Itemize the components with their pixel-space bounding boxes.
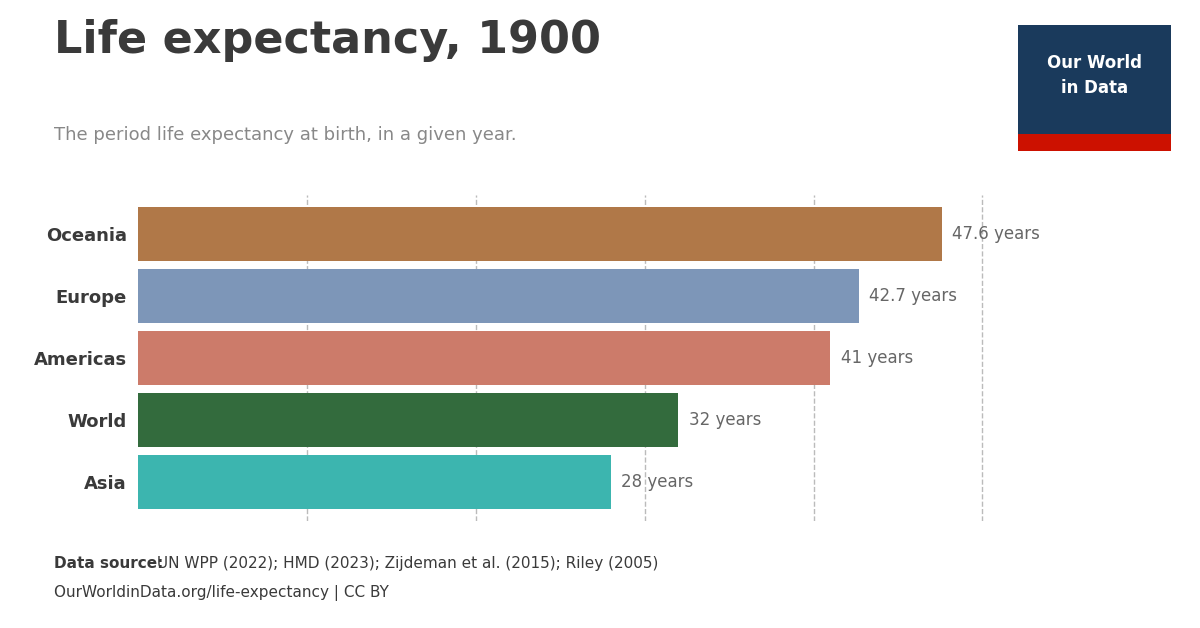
Text: The period life expectancy at birth, in a given year.: The period life expectancy at birth, in …: [54, 126, 517, 144]
Text: 32 years: 32 years: [689, 411, 761, 429]
Text: 41 years: 41 years: [840, 349, 913, 367]
Bar: [138, 455, 611, 509]
Text: Our World
in Data: Our World in Data: [1046, 54, 1142, 97]
Bar: [138, 331, 830, 385]
Bar: [138, 269, 859, 323]
Text: UN WPP (2022); HMD (2023); Zijdeman et al. (2015); Riley (2005): UN WPP (2022); HMD (2023); Zijdeman et a…: [152, 556, 659, 571]
Text: Data source:: Data source:: [54, 556, 163, 571]
Bar: [1018, 134, 1171, 151]
Text: 42.7 years: 42.7 years: [869, 287, 958, 305]
Text: OurWorldinData.org/life-expectancy | CC BY: OurWorldinData.org/life-expectancy | CC …: [54, 585, 389, 601]
Text: 28 years: 28 years: [622, 473, 694, 491]
Bar: [138, 392, 678, 447]
Bar: [138, 207, 942, 261]
Text: Life expectancy, 1900: Life expectancy, 1900: [54, 19, 601, 62]
Text: 47.6 years: 47.6 years: [952, 225, 1040, 243]
